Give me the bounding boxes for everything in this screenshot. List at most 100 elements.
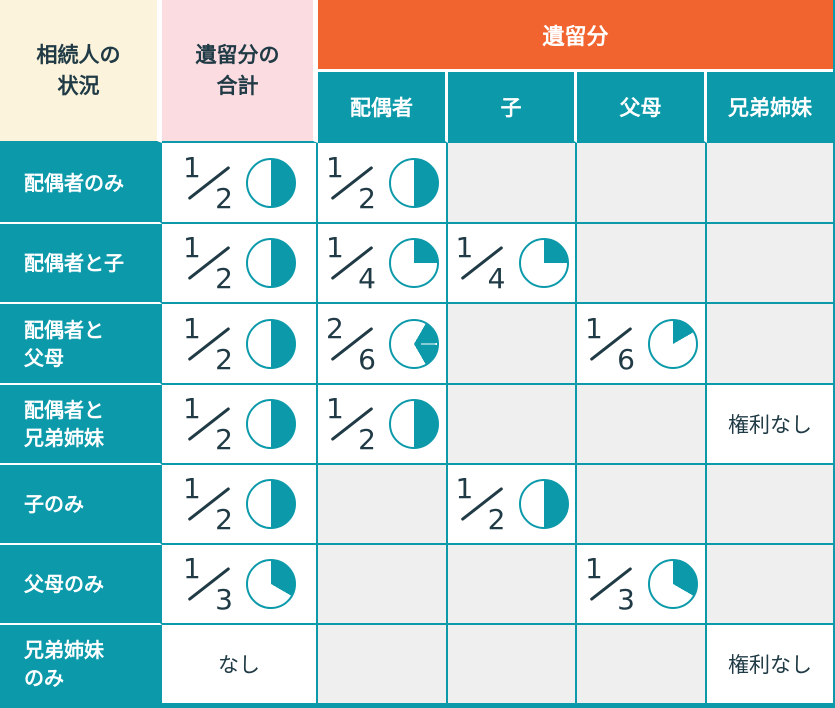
cell-siblings-only-siblings: 権利なし [707,625,833,703]
row-label-child-only: 子のみ [0,465,162,545]
row-label-siblings-only: 兄弟姉妹 のみ [0,625,162,703]
row-label-spouse-child: 配偶者と子 [0,224,162,304]
cell-child-only-parents [577,465,707,545]
fraction-numerator: 1 [183,150,201,184]
cell-text: 権利なし [728,653,812,677]
pie-chart-icon [389,157,439,208]
fraction-numerator: 1 [326,392,344,425]
cell-siblings-only-child [448,625,577,703]
fraction-denominator: 6 [617,342,635,376]
cell-spouse-only-child [448,143,577,224]
row-label-spouse-siblings: 配偶者と 兄弟姉妹 [0,385,162,465]
fraction-numerator: 1 [183,231,201,264]
fraction-denominator: 4 [358,262,376,295]
fraction-denominator: 2 [215,423,233,456]
fraction-denominator: 3 [617,583,635,616]
cell-parents-only-spouse [318,545,448,625]
fraction-numerator: 1 [455,231,474,264]
row-label-spouse-only: 配偶者のみ [0,143,162,224]
cell-child-only-spouse [318,465,448,545]
cell-parents-only-child [448,545,577,625]
row-label-spouse-parents: 配偶者と 父母 [0,304,162,385]
fraction-numerator: 1 [326,150,344,184]
fraction-numerator: 2 [326,311,344,345]
fraction-denominator: 6 [358,342,376,376]
cell-spouse-only-parents [577,143,707,224]
fraction-numerator: 1 [183,552,201,585]
cell-siblings-only-parents [577,625,707,703]
header-heir-situation: 相続人の 状況 [0,0,162,143]
row-label-parents-only: 父母のみ [0,545,162,625]
cell-spouse-parents-siblings [707,304,833,385]
cell-text: 権利なし [728,413,812,437]
pie-chart-icon [518,238,569,288]
fraction-denominator: 3 [215,583,233,616]
subheader-child: 子 [448,72,577,143]
fraction-denominator: 2 [358,423,376,456]
pie-chart-icon [246,238,296,288]
pie-chart-icon [518,479,569,529]
pie-chart-icon [389,318,439,369]
cell-spouse-child-parents [577,224,707,304]
pie-chart-icon [246,399,296,449]
pie-chart-icon [246,318,296,369]
cell-spouse-only-siblings [707,143,833,224]
subheader-siblings: 兄弟姉妹 [707,72,833,143]
pie-chart-icon [648,559,698,609]
cell-siblings-only-spouse [318,625,448,703]
cell-child-only-siblings [707,465,833,545]
fraction-denominator: 2 [215,181,233,215]
cell-parents-only-siblings [707,545,833,625]
header-reserved-share-group: 遺留分 [318,0,833,72]
pie-chart-icon [246,559,296,609]
header-reserved-share-total: 遺留分の 合計 [162,0,318,143]
fraction-numerator: 1 [455,472,474,505]
fraction-numerator: 1 [585,311,603,345]
fraction-numerator: 1 [183,392,201,425]
cell-text: なし [218,653,260,677]
fraction-denominator: 2 [215,342,233,376]
fraction-denominator: 2 [487,503,506,536]
subheader-parents: 父母 [577,72,707,143]
cell-spouse-siblings-parents [577,385,707,465]
cell-spouse-siblings-siblings: 権利なし [707,385,833,465]
fraction-denominator: 4 [487,262,506,295]
